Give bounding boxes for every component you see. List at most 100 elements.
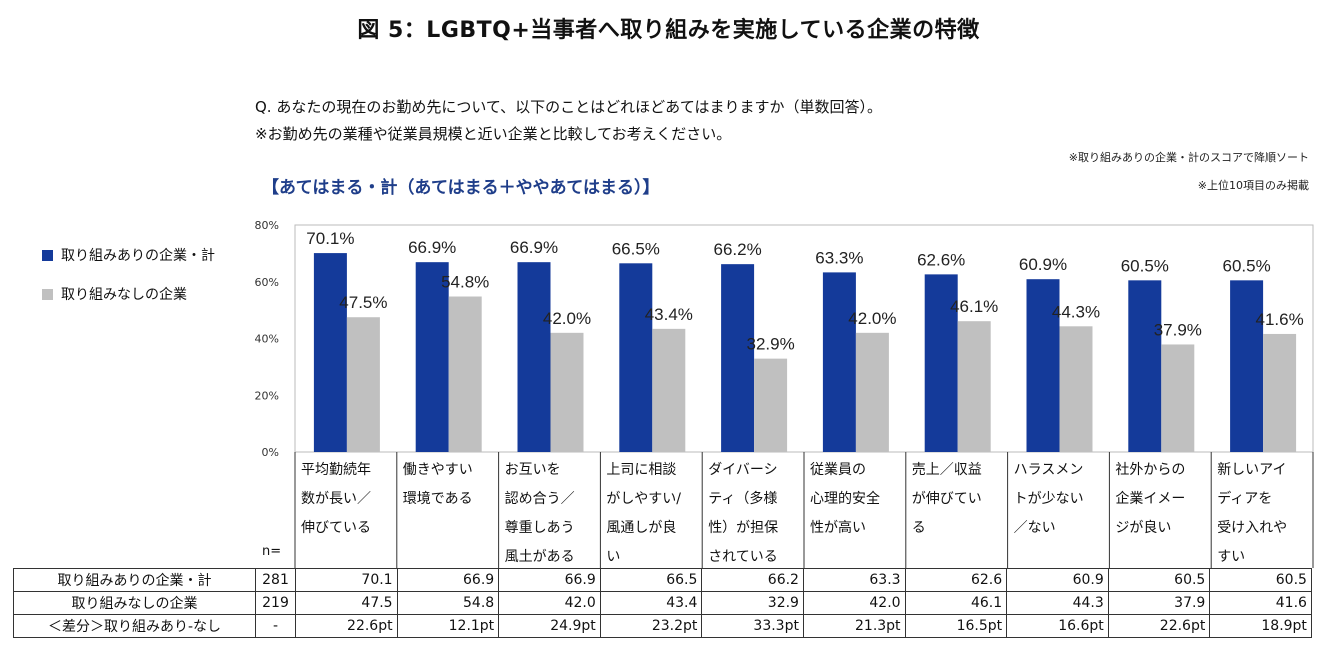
legend-swatch-with bbox=[42, 249, 53, 261]
bar-without bbox=[1263, 333, 1297, 452]
bar-without bbox=[1161, 344, 1195, 452]
table-cell: 62.6 bbox=[904, 568, 1008, 592]
data-label: 43.4% bbox=[645, 305, 693, 324]
category-label-line: い bbox=[606, 549, 621, 565]
y-tick-label: 0% bbox=[262, 446, 279, 459]
data-label: 46.1% bbox=[950, 297, 998, 316]
chart-title: 図 5：LGBTQ+当事者へ取り組みを実施している企業の特徴 bbox=[357, 18, 980, 43]
bar-without bbox=[448, 296, 482, 452]
category-label: お互いを 認め合う／ 尊重しあう 風土がある bbox=[505, 456, 597, 572]
category-label-line: ディアを bbox=[1217, 491, 1273, 507]
category-label-line: 受け入れや bbox=[1217, 520, 1288, 536]
data-label: 66.2% bbox=[713, 240, 761, 259]
category-label-line: ダイバーシ bbox=[708, 462, 778, 478]
y-tick-label: 60% bbox=[255, 276, 279, 289]
data-label: 42.0% bbox=[848, 309, 896, 328]
table-cell: 22.6pt bbox=[1107, 614, 1211, 638]
category-label-line: 伸びている bbox=[301, 520, 371, 536]
category-label-line: 心理的安全 bbox=[810, 491, 880, 507]
category-label: 働きやすい 環境である bbox=[403, 456, 495, 514]
data-label: 44.3% bbox=[1052, 302, 1100, 321]
survey-question: Q. あなたの現在のお勤め先について、以下のことはどれほどあてはまりますか（単数… bbox=[255, 94, 882, 148]
category-label: 社外からの 企業イメー ジが良い bbox=[1115, 456, 1207, 543]
category-label-line: ジが良い bbox=[1115, 520, 1172, 536]
category-label-line: 環境である bbox=[402, 491, 473, 507]
category-label: 従業員の 心理的安全 性が高い bbox=[810, 456, 902, 543]
category-label-line: が伸びてい bbox=[911, 491, 982, 507]
category-label: ダイバーシ ティ（多様 性）が担保 されている bbox=[708, 456, 800, 572]
sort-note: ※取り組みありの企業・計のスコアで降順ソート bbox=[1068, 151, 1309, 164]
bar-with bbox=[924, 274, 958, 452]
row-label: 取り組みなしの企業 bbox=[13, 591, 256, 615]
question-note: ※お勤め先の業種や従業員規模と近い企業と比較してお考えください。 bbox=[255, 125, 732, 143]
data-label: 66.5% bbox=[612, 239, 660, 258]
table-cell: 21.3pt bbox=[802, 614, 906, 638]
row-label: 取り組みありの企業・計 bbox=[13, 568, 256, 592]
y-tick-label: 20% bbox=[255, 389, 279, 402]
category-label-line: トが少ない bbox=[1013, 491, 1084, 507]
table-cell: 66.9 bbox=[498, 568, 601, 592]
row-label: ＜差分＞取り組みあり-なし bbox=[13, 614, 256, 638]
data-label: 66.9% bbox=[510, 238, 558, 257]
bar-without bbox=[652, 328, 686, 452]
category-label-line: る bbox=[911, 520, 926, 536]
category-label: 上司に相談 がしやすい/風通しが良い bbox=[606, 456, 698, 572]
category-label-line: 風土がある bbox=[504, 549, 575, 565]
bar-without bbox=[346, 317, 380, 452]
category-label-line: 数が長い／ bbox=[301, 491, 371, 507]
category-label-line: 売上／収益 bbox=[911, 462, 982, 478]
category-label-line: ／ない bbox=[1013, 520, 1056, 536]
table-cell: 66.5 bbox=[599, 568, 703, 592]
category-label-line: お互いを bbox=[504, 462, 561, 478]
table-cell: 18.9pt bbox=[1209, 614, 1312, 638]
legend-label-without: 取り組みなしの企業 bbox=[61, 287, 187, 303]
legend-item-without: 取り組みなしの企業 bbox=[42, 283, 215, 305]
bar-with bbox=[619, 263, 653, 452]
chart-subtitle: 【あてはまる・計（あてはまる＋ややあてはまる）】 bbox=[262, 178, 660, 198]
table-cell: 16.5pt bbox=[904, 614, 1008, 638]
table-cell: 60.5 bbox=[1209, 568, 1312, 592]
bar-without bbox=[957, 321, 991, 452]
category-label-line: ハラスメン bbox=[1013, 462, 1084, 478]
legend-label-with: 取り組みありの企業・計 bbox=[61, 248, 215, 264]
category-label-line: 新しいアイ bbox=[1217, 462, 1287, 478]
data-label: 70.1% bbox=[306, 229, 354, 248]
table-cell: 12.1pt bbox=[396, 614, 500, 638]
row-n: 281 bbox=[255, 568, 296, 592]
table-cell: 47.5 bbox=[295, 591, 398, 615]
row-n: - bbox=[255, 614, 296, 638]
data-table: 取り組みありの企業・計 281 70.1 66.9 66.9 66.5 66.2 63.3 62… bbox=[13, 568, 1312, 638]
table-cell: 16.6pt bbox=[1006, 614, 1109, 638]
data-label: 62.6% bbox=[917, 250, 965, 269]
table-cell: 60.9 bbox=[1006, 568, 1109, 592]
category-label-line: ティ（多様 bbox=[708, 491, 778, 507]
table-cell: 42.0 bbox=[498, 591, 601, 615]
category-label-line: されている bbox=[708, 549, 778, 565]
question-line: Q. あなたの現在のお勤め先について、以下のことはどれほどあてはまりますか（単数… bbox=[255, 98, 883, 116]
bar-without bbox=[855, 332, 889, 452]
table-cell: 60.5 bbox=[1107, 568, 1211, 592]
category-label-line: がしやすい/ bbox=[606, 491, 681, 507]
data-label: 37.9% bbox=[1154, 320, 1202, 339]
table-cell: 44.3 bbox=[1006, 591, 1109, 615]
row-n: 219 bbox=[255, 591, 296, 615]
table-cell: 23.2pt bbox=[599, 614, 703, 638]
bar-with bbox=[517, 262, 551, 452]
table-cell: 33.3pt bbox=[701, 614, 804, 638]
data-label: 47.5% bbox=[339, 293, 387, 312]
table-cell: 43.4 bbox=[599, 591, 703, 615]
data-label: 54.8% bbox=[441, 273, 489, 292]
bar-with bbox=[415, 262, 449, 452]
table-cell: 66.9 bbox=[396, 568, 500, 592]
bar-with bbox=[721, 264, 755, 452]
category-label-line: 尊重しあう bbox=[504, 520, 575, 536]
legend: 取り組みありの企業・計 取り組みなしの企業 bbox=[42, 244, 215, 322]
category-label-line: 従業員の bbox=[810, 462, 866, 478]
category-label-line: 風通しが良 bbox=[606, 520, 677, 536]
data-label: 60.9% bbox=[1019, 255, 1067, 274]
category-label: 平均勤続年 数が長い／ 伸びている bbox=[301, 456, 393, 543]
bar-without bbox=[1059, 326, 1093, 452]
bar-with bbox=[1026, 279, 1060, 452]
table-cell: 54.8 bbox=[396, 591, 500, 615]
